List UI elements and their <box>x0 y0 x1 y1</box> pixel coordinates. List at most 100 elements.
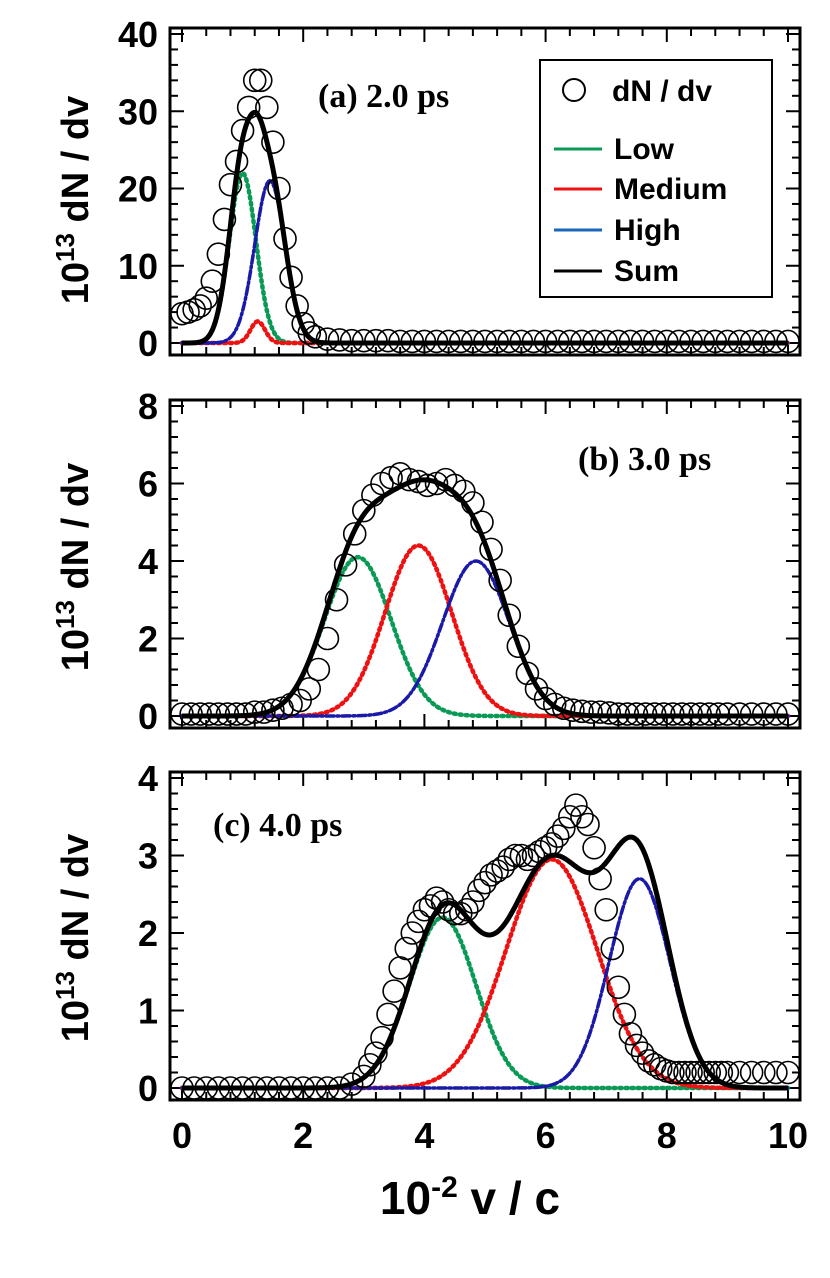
data-point <box>630 1041 655 1065</box>
data-point <box>212 207 237 232</box>
data-point <box>606 975 631 1000</box>
data-point <box>524 677 549 701</box>
data-point <box>727 1060 752 1085</box>
data-point <box>521 843 546 868</box>
x-tick-label: 0 <box>172 1115 192 1156</box>
data-point <box>624 1033 649 1058</box>
y-tick-label: 0 <box>138 323 158 364</box>
data-point <box>667 1060 691 1085</box>
panel-b-title: (b) 3.0 ps <box>578 441 711 478</box>
data-point <box>218 172 243 197</box>
svg-text:1013 dN / dv: 1013 dN / dv <box>50 96 97 304</box>
data-point <box>242 68 267 93</box>
plot-frame <box>168 770 802 1102</box>
y-tick-label: 3 <box>138 836 158 877</box>
legend-label-high: High <box>614 214 681 247</box>
y-tick-label: 2 <box>138 619 158 660</box>
series-sum-line <box>181 834 789 1091</box>
data-point <box>479 863 503 887</box>
y-tick-label: 8 <box>138 386 158 427</box>
data-point <box>751 1060 776 1085</box>
legend-marker-data <box>562 78 586 102</box>
legend-label-sum: Sum <box>614 255 679 288</box>
data-point <box>570 804 594 829</box>
data-point <box>324 587 349 612</box>
legend-label-low: Low <box>614 133 675 166</box>
legend-label-data: dN / dv <box>612 75 712 108</box>
data-point <box>252 700 276 724</box>
y-tick-label: 4 <box>138 541 158 582</box>
legend-label-medium: Medium <box>614 173 727 206</box>
data-point <box>697 1060 722 1085</box>
data-point <box>351 1064 376 1089</box>
data-point <box>506 634 531 659</box>
x-tick-label: 8 <box>657 1115 677 1156</box>
series-medium-line <box>179 543 791 719</box>
data-point <box>261 130 285 154</box>
data-point <box>545 824 570 848</box>
data-point <box>600 936 625 961</box>
legend: dN / dv Low Medium High Sum <box>539 59 773 298</box>
data-point <box>673 1060 697 1085</box>
data-point <box>342 522 367 546</box>
x-tick-label: 10 <box>768 1115 808 1156</box>
data-point <box>255 95 279 120</box>
data-point <box>564 793 588 817</box>
data-point <box>776 1060 800 1085</box>
y-tick-label: 10 <box>118 246 158 287</box>
data-point <box>764 1060 788 1085</box>
data-point <box>509 843 534 868</box>
panel-b: 0 2 4 6 8 (b) 3.0 ps <box>138 386 802 737</box>
plot-area: 0 10 20 30 40 <box>118 14 802 364</box>
y-tick-label: 20 <box>118 169 158 210</box>
data-point <box>194 286 219 310</box>
data-point <box>539 832 564 856</box>
data-point <box>503 843 528 868</box>
y-axis-label-b: 1013 dN / dv <box>50 463 97 671</box>
y-tick-label: 40 <box>118 14 158 55</box>
y-axis-label-a: 1013 dN / dv <box>50 96 97 304</box>
x-axis-label: 10-2 v / c <box>380 1171 560 1224</box>
svg-text:1013 dN / dv: 1013 dN / dv <box>50 834 97 1042</box>
data-point <box>473 870 497 895</box>
panel-a: 0 10 20 30 40 (a) 2.0 ps dN / dv Low Medium … <box>118 14 802 364</box>
y-tick-label: 0 <box>138 1068 158 1109</box>
data-point <box>248 68 273 93</box>
y-tick-label: 30 <box>118 91 158 132</box>
data-point <box>394 936 419 961</box>
data-point <box>327 328 352 352</box>
y-axis-label-c: 1013 dN / dv <box>50 834 97 1042</box>
data-point <box>703 1060 728 1085</box>
data-point <box>315 327 340 351</box>
y-tick-label: 0 <box>138 696 158 737</box>
y-tick-label: 4 <box>138 758 158 799</box>
data-point <box>582 835 606 860</box>
data-point <box>588 700 612 724</box>
data-point <box>661 1060 685 1085</box>
data-point <box>351 498 376 523</box>
data-point <box>497 847 522 872</box>
data-point <box>551 696 576 721</box>
data-point <box>261 698 285 722</box>
series-sum-line <box>181 109 789 346</box>
data-point <box>358 1052 382 1077</box>
data-point <box>594 897 619 922</box>
data-point <box>579 700 603 724</box>
panel-a-title: (a) 2.0 ps <box>318 78 449 115</box>
x-tick-label: 6 <box>536 1115 556 1156</box>
data-point <box>467 878 491 903</box>
data-point <box>297 321 322 345</box>
x-tick-label: 4 <box>414 1115 434 1156</box>
data-point <box>303 325 328 349</box>
series-sum-line <box>181 477 789 719</box>
data-point <box>636 1049 661 1073</box>
svg-text:1013 dN / dv: 1013 dN / dv <box>50 463 97 671</box>
data-point <box>679 1060 703 1085</box>
x-tick-label: 2 <box>293 1115 313 1156</box>
data-point <box>461 890 485 914</box>
plot-frame <box>168 26 802 357</box>
data-point <box>618 1021 643 1046</box>
y-tick-label: 1 <box>138 991 158 1032</box>
data-point <box>188 294 212 318</box>
